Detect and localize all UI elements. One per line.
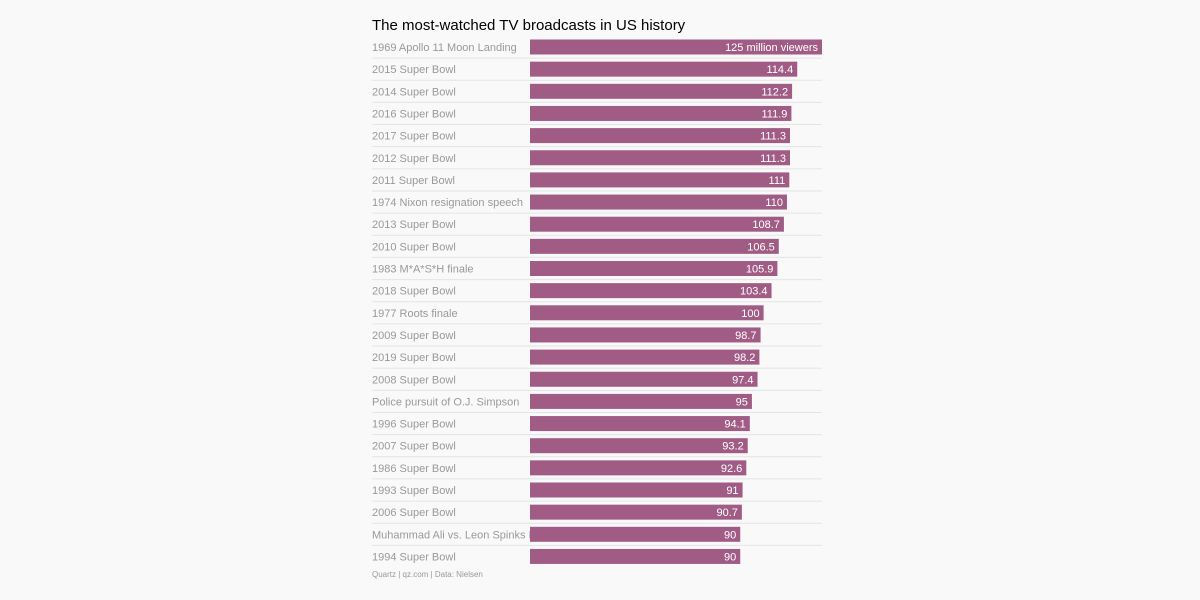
bar [530, 283, 772, 299]
value-label: 103.4 [740, 286, 768, 298]
bar [530, 261, 778, 276]
bar [530, 216, 784, 232]
category-label: 2010 Super Bowl [372, 241, 456, 253]
value-label: 97.4 [732, 374, 753, 386]
bar [530, 150, 790, 166]
value-label: 114.4 [767, 64, 794, 76]
category-label: Police pursuit of O.J. Simpson [372, 396, 519, 408]
category-label: 2016 Super Bowl [372, 108, 456, 120]
category-label: 1986 Super Bowl [372, 463, 456, 475]
category-label: 2011 Super Bowl [372, 175, 455, 187]
bar [530, 194, 787, 210]
value-label: 112.2 [761, 86, 788, 98]
category-label: 1996 Super Bowl [372, 419, 456, 431]
value-label: 92.6 [721, 463, 742, 475]
value-label: 111.3 [760, 153, 786, 165]
chart-title: The most-watched TV broadcasts in US his… [372, 17, 686, 34]
value-label: 94.1 [724, 419, 745, 431]
value-label: 90 [724, 529, 736, 541]
bar [530, 438, 748, 454]
category-label: 1969 Apollo 11 Moon Landing [372, 42, 517, 54]
value-label: 98.2 [734, 352, 755, 364]
bar [530, 327, 761, 343]
bar [530, 83, 793, 99]
value-label: 111.3 [760, 131, 786, 143]
value-label: 90.7 [716, 507, 737, 519]
category-label: 2007 Super Bowl [372, 441, 456, 453]
category-label: 1993 Super Bowl [372, 485, 456, 497]
bar [530, 238, 779, 254]
category-label: 1994 Super Bowl [372, 551, 456, 563]
value-label: 90 [724, 551, 736, 563]
category-label: 2019 Super Bowl [372, 352, 456, 364]
value-label: 108.7 [752, 219, 780, 231]
value-label: 111.9 [761, 108, 787, 120]
value-label: 93.2 [722, 441, 743, 453]
bar [530, 526, 741, 542]
bar [530, 393, 752, 409]
value-label: 111 [769, 175, 786, 187]
bar [530, 39, 822, 55]
value-label: 110 [765, 197, 783, 209]
category-label: Muhammad Ali vs. Leon Spinks II [372, 529, 535, 541]
bar [530, 548, 741, 564]
category-label: 2006 Super Bowl [372, 507, 456, 519]
bar [530, 61, 798, 77]
value-label: 125 million viewers [725, 42, 818, 54]
value-label: 98.7 [735, 330, 756, 342]
category-label: 2009 Super Bowl [372, 330, 456, 342]
bar [530, 105, 792, 121]
category-label: 1977 Roots finale [372, 308, 458, 320]
category-label: 2015 Super Bowl [372, 64, 456, 76]
chart-source: Quartz | qz.com | Data: Nielsen [372, 570, 483, 579]
bar [530, 482, 743, 498]
bar [530, 416, 750, 432]
category-label: 2017 Super Bowl [372, 131, 456, 143]
bar [530, 172, 790, 188]
bar [530, 460, 747, 476]
value-label: 100 [741, 308, 759, 320]
bar [530, 349, 760, 365]
category-label: 2012 Super Bowl [372, 153, 456, 165]
value-label: 91 [726, 485, 738, 497]
category-label: 1974 Nixon resignation speech [372, 197, 523, 209]
value-label: 106.5 [747, 241, 775, 253]
category-label: 2018 Super Bowl [372, 286, 456, 298]
bar [530, 504, 742, 520]
value-label: 105.9 [746, 264, 774, 276]
category-label: 2008 Super Bowl [372, 374, 456, 386]
category-label: 2013 Super Bowl [372, 219, 456, 231]
category-label: 2014 Super Bowl [372, 86, 456, 98]
bar [530, 128, 790, 144]
value-label: 95 [736, 396, 748, 408]
bar [530, 371, 758, 387]
category-label: 1983 M*A*S*H finale [372, 264, 474, 276]
bar [530, 305, 764, 321]
